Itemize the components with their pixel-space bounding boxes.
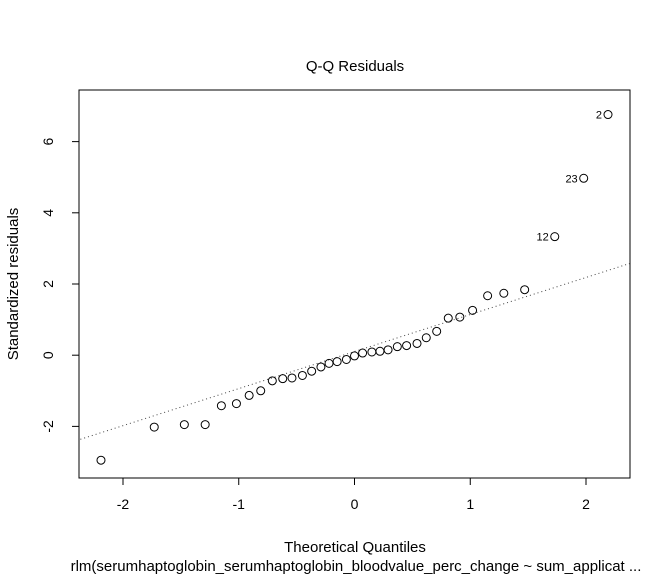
data-point <box>550 232 560 242</box>
data-point <box>231 399 241 409</box>
data-point <box>316 362 326 372</box>
data-point <box>341 354 351 364</box>
chart-title: Q-Q Residuals <box>306 58 404 75</box>
data-point <box>149 422 159 432</box>
data-point <box>443 313 453 323</box>
point-label: 12 <box>537 232 549 244</box>
point-label: 23 <box>565 173 577 185</box>
data-point <box>267 376 277 386</box>
y-axis: -2 0 2 4 6 <box>40 138 80 433</box>
y-tick-label: 0 <box>40 351 56 359</box>
data-point <box>332 357 342 367</box>
data-point <box>244 390 254 400</box>
data-point <box>421 333 431 343</box>
data-point <box>499 288 509 298</box>
y-tick-label: 4 <box>40 209 56 217</box>
y-axis-label: Standardized residuals <box>5 208 22 361</box>
x-tick-label: 2 <box>582 496 590 512</box>
data-point <box>455 312 465 322</box>
data-point <box>278 374 288 384</box>
x-axis-label: Theoretical Quantiles <box>284 539 426 556</box>
data-point <box>96 455 106 465</box>
data-point <box>375 346 385 356</box>
y-tick-label: -2 <box>40 420 56 433</box>
x-tick-label: 0 <box>351 496 359 512</box>
data-point <box>579 173 589 183</box>
x-tick-label: 1 <box>466 496 474 512</box>
data-point <box>432 326 442 336</box>
y-tick-label: 2 <box>40 280 56 288</box>
data-point <box>392 342 402 352</box>
data-point <box>287 373 297 383</box>
data-point <box>200 420 210 430</box>
data-point <box>350 351 359 361</box>
data-point <box>603 110 613 120</box>
reference-line <box>79 262 630 441</box>
data-point <box>412 338 422 348</box>
data-point <box>367 347 377 357</box>
y-tick-label: 6 <box>40 138 56 146</box>
data-points: 12 23 2 <box>96 110 613 465</box>
data-point <box>324 358 334 368</box>
data-point <box>216 401 226 411</box>
data-point <box>358 348 368 358</box>
data-point <box>307 366 317 376</box>
data-point <box>256 386 266 396</box>
plot-frame <box>78 89 631 479</box>
point-label: 2 <box>596 110 602 122</box>
data-point <box>179 420 189 430</box>
data-point <box>402 341 412 351</box>
data-point <box>468 305 478 315</box>
model-formula-subtitle: rlm(serumhaptoglobin_serumhaptoglobin_bl… <box>71 558 642 575</box>
qq-reference-line <box>79 262 630 441</box>
data-point <box>297 370 307 380</box>
data-point <box>520 285 530 295</box>
data-point <box>483 291 493 301</box>
x-tick-label: -2 <box>117 496 130 512</box>
x-axis: -2 -1 0 1 2 <box>117 477 590 512</box>
x-tick-label: -1 <box>233 496 246 512</box>
data-point <box>383 345 393 355</box>
